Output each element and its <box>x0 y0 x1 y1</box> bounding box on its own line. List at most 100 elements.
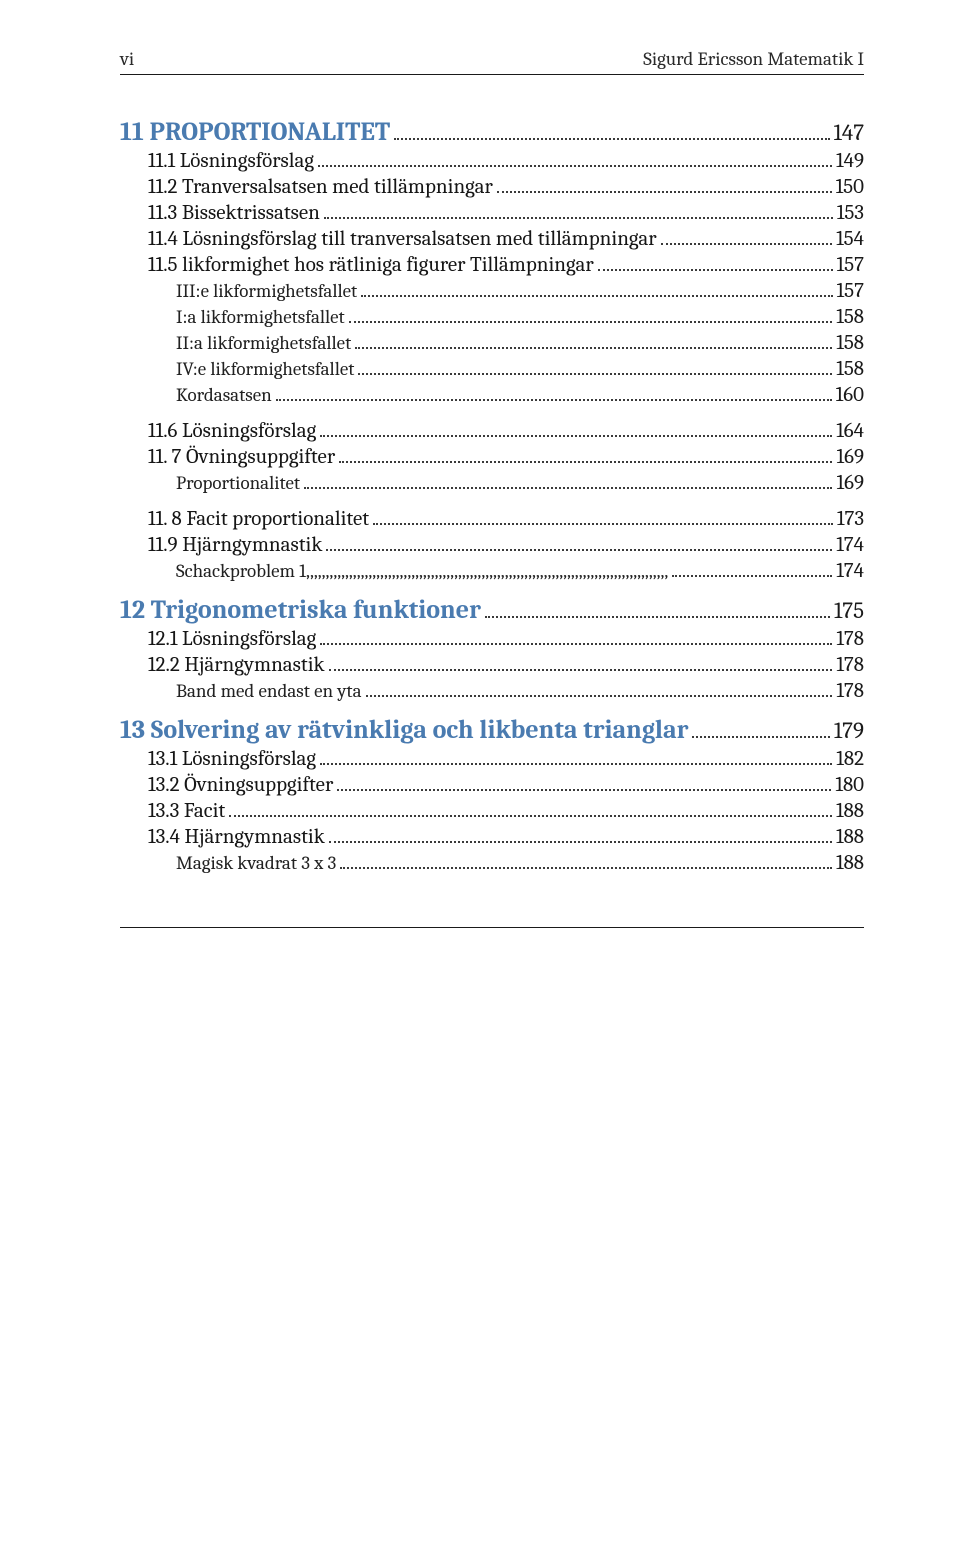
toc-entry: IV:e likformighetsfallet 158 <box>176 357 864 381</box>
toc-leader-dots <box>320 749 832 765</box>
page-roman-number: vi <box>120 48 134 70</box>
toc-label: II:a likformighetsfallet <box>176 332 351 354</box>
toc-entry: 13.4 Hjärngymnastik 188 <box>148 825 864 849</box>
toc-entry: 13.1 Lösningsförslag 182 <box>148 747 864 771</box>
toc-leader-dots <box>355 333 832 349</box>
toc-entry: 11.3 Bissektrissatsen 153 <box>148 201 864 225</box>
toc-entry: I:a likformighetsfallet 158 <box>176 305 864 329</box>
toc-page-number: 173 <box>837 507 864 531</box>
toc-leader-dots <box>318 151 832 167</box>
toc-entry: 13.2 Övningsuppgifter 180 <box>148 773 864 797</box>
toc-leader-dots <box>320 629 832 645</box>
toc-leader-dots <box>672 561 832 577</box>
toc-page-number: 158 <box>836 305 864 329</box>
toc-label: Magisk kvadrat 3 x 3 <box>176 852 336 874</box>
toc-label: 12 Trigonometriska funktioner <box>120 595 481 625</box>
toc-entry: 11.6 Lösningsförslag 164 <box>148 419 864 443</box>
toc-page-number: 149 <box>836 149 864 173</box>
toc-entry: Schackproblem 1,,,,,,,,,,,,,,,,,,,,,,,,,… <box>176 559 864 583</box>
toc-page-number: 188 <box>836 825 864 849</box>
toc-label: 11. 8 Facit proportionalitet <box>148 507 369 531</box>
toc-leader-dots <box>339 447 832 463</box>
toc-page-number: 178 <box>836 679 864 703</box>
toc-page-number: 169 <box>836 471 864 495</box>
toc-label: Proportionalitet <box>176 472 300 494</box>
toc-leader-dots <box>358 359 832 375</box>
toc-label: I:a likformighetsfallet <box>176 306 345 328</box>
toc-leader-dots <box>229 801 832 817</box>
toc-page-number: 174 <box>836 533 864 557</box>
running-head: vi Sigurd Ericsson Matematik I <box>120 48 864 70</box>
top-rule <box>120 74 864 75</box>
toc-label: 13.4 Hjärngymnastik <box>148 825 325 849</box>
toc-leader-dots <box>329 655 833 671</box>
toc-leader-dots <box>320 421 832 437</box>
bottom-rule <box>120 927 864 928</box>
document-page: vi Sigurd Ericsson Matematik I 11 PROPOR… <box>0 0 960 1542</box>
toc-page-number: 147 <box>834 119 864 146</box>
toc-label: 11.1 Lösningsförslag <box>148 149 314 173</box>
toc-label: 11.6 Lösningsförslag <box>148 419 316 443</box>
toc-label: IV:e likformighetsfallet <box>176 358 354 380</box>
toc-entry: 13 Solvering av rätvinkliga och likbenta… <box>120 715 864 745</box>
toc-page-number: 179 <box>834 717 864 744</box>
toc-label: 11.2 Tranversalsatsen med tillämpningar <box>148 175 493 199</box>
toc-page-number: 150 <box>836 175 864 199</box>
toc-page-number: 157 <box>837 253 864 277</box>
toc-entry: 11.4 Lösningsförslag till tranversalsats… <box>148 227 864 251</box>
toc-label: 13.3 Facit <box>148 799 225 823</box>
toc-leader-dots <box>326 535 832 551</box>
toc-page-number: 164 <box>836 419 864 443</box>
toc-entry: 12.1 Lösningsförslag178 <box>148 627 864 651</box>
toc-page-number: 175 <box>834 597 864 624</box>
toc-label: 11 PROPORTIONALITET <box>120 117 390 147</box>
toc-leader-dots <box>337 775 831 791</box>
toc-entry: 12 Trigonometriska funktioner 175 <box>120 595 864 625</box>
toc-entry: Proportionalitet 169 <box>176 471 864 495</box>
toc-label: 13.1 Lösningsförslag <box>148 747 316 771</box>
toc-leader-dots <box>340 853 832 869</box>
toc-entry: 11.9 Hjärngymnastik174 <box>148 533 864 557</box>
toc-leader-dots <box>394 124 829 140</box>
toc-label: 13.2 Övningsuppgifter <box>148 773 333 797</box>
table-of-contents: 11 PROPORTIONALITET 147 11.1 Lösningsförsl… <box>120 117 864 875</box>
toc-page-number: 178 <box>836 627 864 651</box>
toc-entry: 11 PROPORTIONALITET 147 <box>120 117 864 147</box>
toc-page-number: 153 <box>837 201 864 225</box>
book-title: Sigurd Ericsson Matematik I <box>643 48 864 70</box>
toc-page-number: 182 <box>836 747 864 771</box>
toc-page-number: 158 <box>836 357 864 381</box>
toc-entry: 12.2 Hjärngymnastik178 <box>148 653 864 677</box>
toc-entry: 11.5 likformighet hos rätliniga figurer … <box>148 253 864 277</box>
toc-leader-dots <box>692 722 829 738</box>
toc-entry: 11.2 Tranversalsatsen med tillämpningar 1… <box>148 175 864 199</box>
toc-label: Band med endast en yta <box>176 680 362 702</box>
toc-entry: 11. 8 Facit proportionalitet 173 <box>148 507 864 531</box>
toc-leader-dots <box>329 827 832 843</box>
toc-label: 12.2 Hjärngymnastik <box>148 653 325 677</box>
toc-entry: III:e likformighetsfallet 157 <box>176 279 864 303</box>
toc-label: III:e likformighetsfallet <box>176 280 357 302</box>
toc-label: 13 Solvering av rätvinkliga och likbenta… <box>120 715 688 745</box>
toc-leader-dots <box>366 681 833 697</box>
toc-page-number: 180 <box>835 773 864 797</box>
toc-entry: Kordasatsen 160 <box>176 383 864 407</box>
toc-label: 11.4 Lösningsförslag till tranversalsats… <box>148 227 657 251</box>
toc-page-number: 188 <box>836 851 864 875</box>
toc-label: 11.3 Bissektrissatsen <box>148 201 320 225</box>
toc-leader-dots <box>361 281 832 297</box>
toc-entry: 11.1 Lösningsförslag 149 <box>148 149 864 173</box>
toc-leader-dots <box>497 177 832 193</box>
toc-leader-dots <box>661 229 833 245</box>
toc-page-number: 160 <box>836 383 864 407</box>
toc-label: Kordasatsen <box>176 384 272 406</box>
toc-leader-dots <box>324 203 833 219</box>
toc-leader-dots <box>485 602 830 618</box>
toc-entry: 13.3 Facit188 <box>148 799 864 823</box>
toc-entry: 11. 7 Övningsuppgifter169 <box>148 445 864 469</box>
toc-label: Schackproblem 1,,,,,,,,,,,,,,,,,,,,,,,,,… <box>176 560 668 582</box>
toc-leader-dots <box>349 307 833 323</box>
toc-page-number: 157 <box>837 279 864 303</box>
toc-leader-dots <box>276 385 832 401</box>
toc-leader-dots <box>373 509 833 525</box>
